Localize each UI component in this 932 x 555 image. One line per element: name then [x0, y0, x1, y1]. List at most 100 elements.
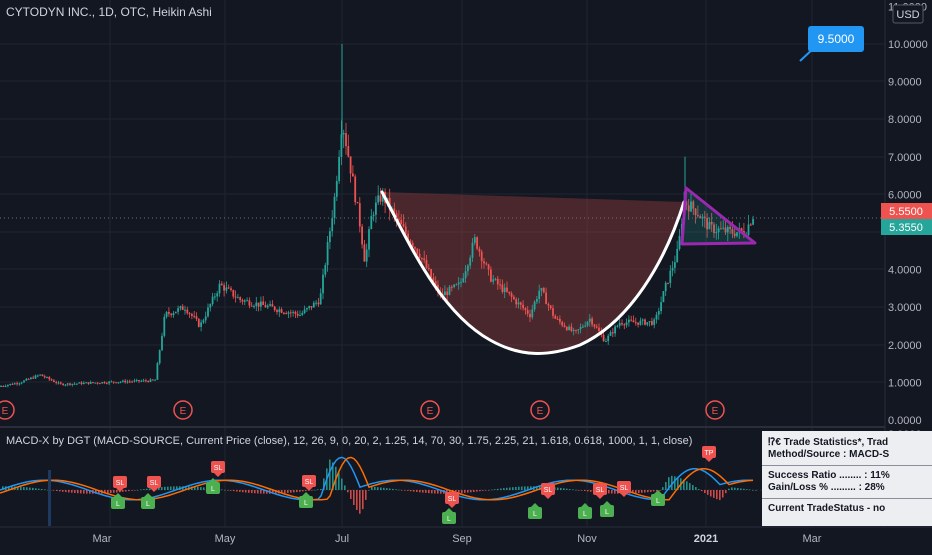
histogram-bar	[20, 486, 22, 490]
histogram-bar	[485, 490, 487, 491]
candle-body	[48, 377, 51, 380]
histogram-bar	[740, 488, 742, 490]
trade-label-sl[interactable]: SL	[445, 492, 459, 508]
trade-label-l[interactable]: L	[651, 490, 665, 506]
candle-body	[53, 380, 55, 383]
candle-body	[62, 383, 64, 386]
histogram-bar	[185, 486, 187, 490]
histogram-bar	[128, 490, 130, 492]
candle-body	[547, 304, 550, 306]
earnings-marker[interactable]: E	[705, 400, 725, 420]
trade-label-sl[interactable]: SL	[211, 461, 225, 477]
candle-body	[637, 322, 639, 325]
candle-body	[368, 229, 370, 250]
stats-divider	[762, 465, 932, 466]
histogram-bar	[302, 490, 304, 492]
histogram-bar	[698, 489, 700, 490]
trade-label-sl[interactable]: SL	[113, 476, 127, 492]
candle-body	[78, 382, 81, 384]
candle-body	[639, 320, 642, 325]
candle-body	[292, 311, 294, 313]
trade-label-l[interactable]: L	[578, 503, 592, 519]
time-label: May	[215, 533, 236, 545]
candle-body	[55, 382, 58, 384]
candle-body	[352, 173, 354, 177]
candle-body	[524, 308, 527, 310]
histogram-bar	[641, 490, 643, 493]
candle-body	[614, 326, 616, 334]
candle-body	[625, 322, 628, 326]
candle-body	[117, 382, 120, 384]
trade-label-l[interactable]: L	[141, 493, 155, 509]
histogram-bar	[500, 488, 502, 490]
candle-body	[57, 382, 60, 384]
trade-label-sl[interactable]: SL	[593, 483, 607, 499]
price-tick-label: 1.0000	[888, 377, 922, 389]
currency-button[interactable]: USD	[892, 4, 924, 24]
trade-label-l[interactable]: L	[528, 503, 542, 519]
candle-body	[262, 301, 265, 306]
trade-label-l[interactable]: L	[442, 508, 456, 524]
candle-body	[752, 219, 754, 225]
candle-body	[402, 224, 405, 227]
svg-text:L: L	[533, 511, 537, 518]
candle-body	[430, 269, 432, 278]
candle-body	[605, 341, 607, 343]
candle-body	[611, 332, 614, 334]
trade-label-l[interactable]: L	[299, 492, 313, 508]
trade-label-sl[interactable]: SL	[541, 483, 555, 499]
stats-current-status: Current TradeStatus - no	[768, 503, 886, 514]
time-axis[interactable]: Mar May Jul Sep Nov 2021 Mar	[0, 526, 932, 550]
histogram-bar	[389, 488, 391, 490]
candle-body	[174, 311, 177, 314]
candle-body	[726, 226, 729, 233]
candle-body	[50, 379, 53, 381]
stats-divider	[762, 498, 932, 499]
earnings-marker[interactable]: E	[0, 400, 15, 420]
histogram-bar	[377, 487, 379, 490]
candle-body	[112, 381, 115, 383]
trade-label-l[interactable]: L	[600, 501, 614, 517]
candle-body	[503, 287, 506, 292]
candle-body	[641, 319, 644, 321]
trade-label-sl[interactable]: SL	[617, 481, 631, 497]
signal-line	[0, 456, 754, 501]
candle-body	[250, 305, 253, 307]
candle-body	[623, 324, 626, 326]
earnings-marker[interactable]: E	[420, 400, 440, 420]
candle-body	[140, 380, 143, 382]
candle-body	[561, 321, 564, 326]
candle-body	[329, 231, 331, 243]
trade-label-tp[interactable]: TP	[702, 446, 716, 462]
candle-body	[476, 237, 478, 249]
histogram-bar	[536, 486, 538, 490]
svg-text:SL: SL	[448, 496, 457, 503]
histogram-bar	[371, 486, 373, 490]
trade-label-sl[interactable]: SL	[147, 476, 161, 492]
histogram-bar	[365, 490, 367, 500]
candle-body	[469, 257, 472, 266]
trade-label-l[interactable]: L	[111, 493, 125, 509]
candle-body	[731, 229, 734, 234]
indicator-title[interactable]: MACD-X by DGT (MACD-SOURCE, Current Pric…	[6, 435, 692, 447]
earnings-marker[interactable]: E	[173, 400, 193, 420]
trade-label-sl[interactable]: SL	[302, 475, 316, 491]
histogram-bar	[503, 488, 505, 490]
candle-body	[133, 380, 136, 382]
histogram-bar	[458, 490, 460, 494]
candle-body	[508, 291, 511, 294]
candle-body	[460, 281, 462, 283]
candle-body	[407, 233, 409, 241]
candle-body	[533, 301, 536, 310]
symbol-title[interactable]: CYTODYN INC., 1D, OTC, Heikin Ashi	[6, 5, 212, 19]
earnings-marker[interactable]: E	[530, 400, 550, 420]
candle-body	[358, 203, 361, 227]
svg-text:TP: TP	[705, 450, 714, 457]
histogram-bar	[413, 490, 415, 492]
histogram-bar	[650, 490, 652, 492]
candle-body	[473, 237, 476, 243]
price-callout[interactable]: 9.5000	[808, 26, 864, 52]
candle-body	[549, 305, 552, 309]
trade-label-l[interactable]: L	[206, 478, 220, 494]
